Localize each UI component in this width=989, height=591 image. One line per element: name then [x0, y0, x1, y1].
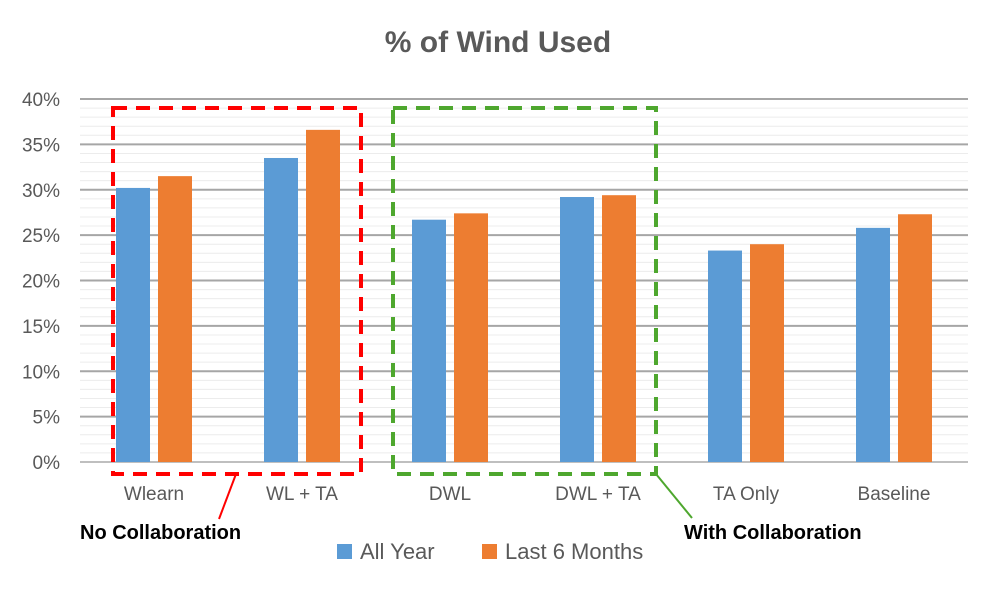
bar-last-6-months-wlearn	[158, 176, 192, 462]
bar-all-year-wl-ta	[264, 157, 298, 463]
major-gridlines	[80, 98, 968, 463]
chart-title: % of Wind Used	[385, 26, 611, 59]
annotations: No Collaboration With Collaboration	[80, 106, 862, 544]
bar-all-year-dwl	[412, 219, 446, 462]
x-tick-label: TA Only	[713, 484, 780, 505]
bar-last-6-months-dwl-ta	[602, 195, 636, 462]
minor-gridlines	[80, 107, 968, 454]
annotation-leader-line	[655, 473, 693, 519]
bar-all-year-ta-only	[708, 250, 742, 462]
annotation-box	[111, 106, 363, 476]
bars	[116, 129, 932, 463]
bar-last-6-months-ta-only	[750, 244, 784, 462]
y-axis-ticks: 0% 5% 10% 15% 20% 25% 30% 35% 40%	[22, 90, 60, 474]
y-tick-label: 5%	[33, 408, 61, 429]
bar-last-6-months-dwl	[454, 213, 488, 462]
y-tick-label: 10%	[22, 362, 60, 383]
bar-all-year-baseline	[856, 227, 890, 462]
x-tick-label: Wlearn	[124, 484, 184, 505]
y-tick-label: 35%	[22, 135, 60, 156]
bar-all-year-wlearn	[116, 187, 150, 462]
x-tick-label: WL + TA	[266, 484, 338, 505]
y-tick-label: 25%	[22, 226, 60, 247]
x-tick-label: Baseline	[858, 484, 931, 505]
annotation-label: No Collaboration	[80, 522, 241, 544]
bar-all-year-dwl-ta	[560, 197, 594, 462]
y-tick-label: 0%	[33, 453, 61, 474]
x-tick-label: DWL + TA	[555, 484, 641, 505]
legend-swatch	[482, 544, 497, 559]
bar-last-6-months-wl-ta	[306, 129, 340, 463]
legend-label: All Year	[360, 539, 435, 564]
y-tick-label: 30%	[22, 181, 60, 202]
x-tick-label: DWL	[429, 484, 471, 505]
y-tick-label: 15%	[22, 317, 60, 338]
annotation-box	[391, 106, 658, 476]
y-tick-label: 40%	[22, 90, 60, 111]
bar-last-6-months-baseline	[898, 214, 932, 462]
annotation-label: With Collaboration	[684, 522, 862, 544]
legend-label: Last 6 Months	[505, 539, 643, 564]
annotation-leader-line	[218, 473, 237, 520]
legend: All Year Last 6 Months	[337, 539, 643, 564]
legend-swatch	[337, 544, 352, 559]
x-axis-labels: Wlearn WL + TA DWL DWL + TA TA Only Baseline	[124, 484, 931, 505]
y-tick-label: 20%	[22, 272, 60, 293]
